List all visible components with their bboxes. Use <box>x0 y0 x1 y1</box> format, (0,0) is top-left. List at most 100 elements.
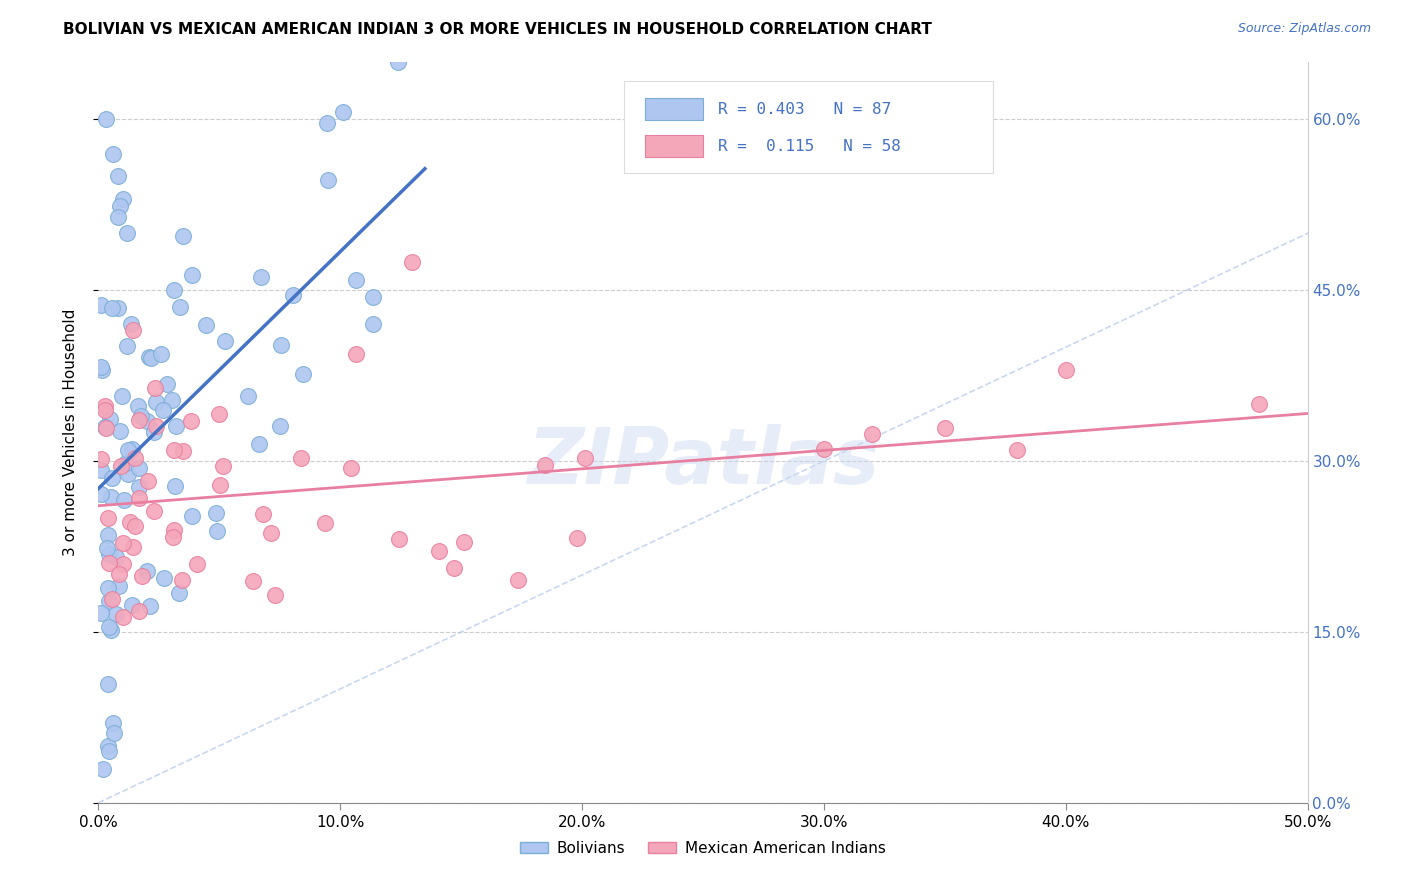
Y-axis label: 3 or more Vehicles in Household: 3 or more Vehicles in Household <box>63 309 77 557</box>
Point <box>108 578 131 592</box>
Point <box>101 591 124 606</box>
Point <box>172 444 194 458</box>
Point <box>180 268 202 282</box>
Point <box>316 116 339 130</box>
Point <box>97 744 120 758</box>
Point <box>100 623 122 637</box>
Point <box>1007 443 1029 458</box>
Point <box>143 504 166 518</box>
Text: R = 0.403   N = 87: R = 0.403 N = 87 <box>717 102 891 117</box>
Point <box>139 599 162 613</box>
Point <box>205 524 228 538</box>
Point <box>117 227 139 241</box>
Point <box>91 363 114 377</box>
Point <box>101 716 124 731</box>
Point <box>94 419 117 434</box>
Point <box>260 526 283 541</box>
Point <box>127 399 149 413</box>
Point <box>269 419 291 434</box>
Point <box>98 620 121 634</box>
Point <box>97 511 120 525</box>
Point <box>443 561 465 575</box>
Point <box>153 571 176 585</box>
FancyBboxPatch shape <box>645 135 703 157</box>
Point <box>107 169 129 184</box>
Point <box>101 146 124 161</box>
Point <box>94 420 117 434</box>
Point <box>90 463 112 477</box>
Point <box>209 478 232 492</box>
Point <box>104 549 127 564</box>
Point <box>252 507 274 521</box>
Point <box>94 112 117 127</box>
Point <box>111 388 134 402</box>
Point <box>128 480 150 494</box>
Point <box>180 414 202 428</box>
Point <box>427 544 450 558</box>
Point <box>112 557 135 571</box>
Point <box>567 531 589 545</box>
Point <box>165 418 187 433</box>
Point <box>344 347 367 361</box>
Point <box>110 459 132 474</box>
Point <box>90 298 112 312</box>
Point <box>152 403 174 417</box>
Point <box>212 459 235 474</box>
Point <box>120 317 142 331</box>
FancyBboxPatch shape <box>645 98 703 120</box>
Point <box>361 290 384 304</box>
Point <box>128 491 150 505</box>
Point <box>108 424 131 438</box>
Point <box>332 104 354 119</box>
Point <box>169 300 191 314</box>
Point <box>128 413 150 427</box>
Point <box>112 493 135 508</box>
Point <box>186 557 208 571</box>
Point <box>574 450 596 465</box>
FancyBboxPatch shape <box>624 81 993 173</box>
Point <box>136 474 159 488</box>
Point <box>97 593 120 607</box>
Point <box>290 451 312 466</box>
Point <box>124 518 146 533</box>
Point <box>90 451 112 466</box>
Point <box>388 532 411 546</box>
Point <box>247 436 270 450</box>
Point <box>135 564 157 578</box>
Point <box>155 377 177 392</box>
Point <box>145 395 167 409</box>
Point <box>128 461 150 475</box>
Point <box>100 490 122 504</box>
Point <box>291 367 314 381</box>
Point <box>163 523 186 537</box>
Point <box>131 569 153 583</box>
Point <box>101 301 124 315</box>
Point <box>115 339 138 353</box>
Point <box>117 443 139 458</box>
Point <box>387 55 409 70</box>
Point <box>91 762 114 776</box>
Point <box>340 460 363 475</box>
Point <box>94 399 117 413</box>
Point <box>107 211 129 225</box>
Point <box>208 407 231 421</box>
Point <box>121 598 143 612</box>
Point <box>172 573 194 587</box>
Point <box>165 479 187 493</box>
Point <box>150 347 173 361</box>
Text: ZIPatlas: ZIPatlas <box>527 425 879 500</box>
Point <box>314 516 336 531</box>
Point <box>242 574 264 588</box>
Point <box>162 530 184 544</box>
Point <box>401 255 423 269</box>
Point <box>114 456 136 470</box>
Point <box>103 726 125 740</box>
Point <box>100 412 122 426</box>
Point <box>172 228 194 243</box>
Text: Source: ZipAtlas.com: Source: ZipAtlas.com <box>1237 22 1371 36</box>
Point <box>128 604 150 618</box>
Point <box>162 443 184 458</box>
Point <box>122 540 145 554</box>
Point <box>90 607 112 621</box>
Point <box>205 506 228 520</box>
